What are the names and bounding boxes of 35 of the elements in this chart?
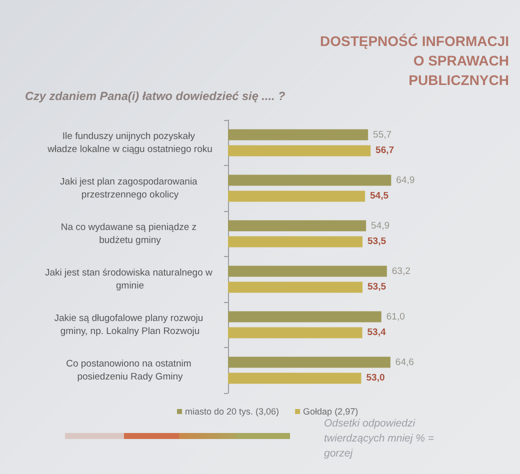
y-tick-label: Na co wydawane są pieniądze z budżetu gminy [60,222,200,246]
bar [228,174,392,186]
legend-label: miasto do 20 tys. (3,06) [185,406,280,416]
bar [228,372,362,384]
data-label: 53,5 [368,282,387,293]
bar [228,282,363,293]
bar [228,220,366,232]
data-label: 64,9 [396,174,415,186]
y-tick-label: Ile funduszy unijnych pozyskały władze lokalne w ciągu ostatniego roku [46,130,212,155]
data-label: 55,7 [373,129,392,140]
text: Odsetki odpowiedzi twierdzących mniej % = gorzej [324,418,437,460]
data-label: 53,0 [366,372,385,384]
bar [228,266,387,277]
bar [228,129,368,140]
bar [228,327,362,338]
y-tick-label: Jaki jest stan środowiska naturalnego w gminie [44,267,216,292]
legend-label: Gołdap (2,97) [303,406,358,416]
bar [228,190,366,202]
bar [228,356,390,368]
y-tick-label: Co postanowiono na ostatnim posiedzeniu Rady Gminy [66,358,194,382]
bar [228,236,363,248]
bar [228,145,371,156]
y-tick-label: Jakie są długofalowe plany rozwoju gminy, np. Lokalny Plan Rozwoju [54,312,206,337]
bar [228,311,382,322]
data-label: 54,5 [370,190,390,202]
chart-subtitle: Czy zdaniem Pana(i) łatwo dowiedzieć się .... ? [25,89,286,103]
data-label: 53,5 [368,236,387,248]
data-label: 63,2 [392,266,410,277]
data-label: 61,0 [386,311,405,322]
chart-title: DOSTĘPNOŚĆ INFORMACJI O SPRAWACH PUBLICZNYCH [320,32,509,88]
data-label: 53,4 [367,327,386,338]
data-label: 64,6 [395,356,414,368]
y-tick-label: Jaki jest plan zagospodarowania przestrzennego okolicy [60,176,200,200]
data-label: 54,9 [371,220,390,232]
data-label: 56,7 [376,145,394,156]
